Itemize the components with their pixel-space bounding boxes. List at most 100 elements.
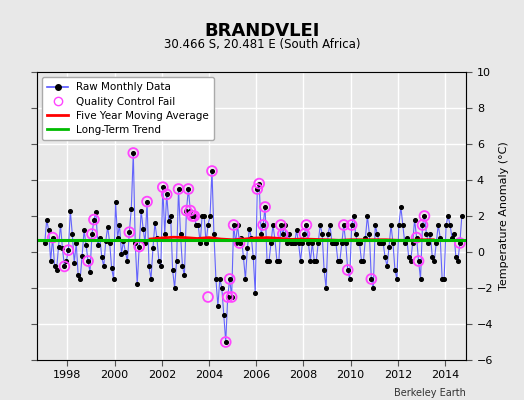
Point xyxy=(97,254,106,261)
Point xyxy=(160,231,169,237)
Point xyxy=(426,231,434,237)
Point xyxy=(410,216,419,223)
Point xyxy=(117,250,126,257)
Point xyxy=(296,258,304,264)
Point xyxy=(448,234,456,241)
Point xyxy=(332,240,340,246)
Point xyxy=(387,222,395,228)
Point xyxy=(172,258,181,264)
Point xyxy=(190,213,199,219)
Point xyxy=(255,180,264,187)
Point xyxy=(225,276,234,282)
Point xyxy=(129,150,137,156)
Point xyxy=(342,240,350,246)
Point xyxy=(143,198,151,205)
Point xyxy=(165,218,173,225)
Point xyxy=(100,263,108,270)
Point xyxy=(292,227,301,234)
Point xyxy=(263,258,271,264)
Y-axis label: Temperature Anomaly (°C): Temperature Anomaly (°C) xyxy=(499,142,509,290)
Point xyxy=(237,234,246,241)
Point xyxy=(64,247,72,254)
Point xyxy=(174,186,183,192)
Point xyxy=(212,276,220,282)
Point xyxy=(440,276,449,282)
Point xyxy=(235,240,244,246)
Point xyxy=(159,184,167,190)
Point xyxy=(68,231,77,237)
Point xyxy=(182,207,191,214)
Point xyxy=(241,276,249,282)
Legend: Raw Monthly Data, Quality Control Fail, Five Year Moving Average, Long-Term Tren: Raw Monthly Data, Quality Control Fail, … xyxy=(42,77,214,140)
Point xyxy=(186,207,194,214)
Point xyxy=(402,234,411,241)
Point xyxy=(222,339,230,345)
Point xyxy=(436,234,444,241)
Text: BRANDVLEI: BRANDVLEI xyxy=(204,22,320,40)
Point xyxy=(261,204,269,210)
Point xyxy=(52,267,61,273)
Point xyxy=(168,267,177,273)
Point xyxy=(340,222,348,228)
Point xyxy=(285,231,293,237)
Point xyxy=(383,263,391,270)
Point xyxy=(375,240,384,246)
Point xyxy=(438,276,446,282)
Point xyxy=(290,240,299,246)
Point xyxy=(119,238,128,244)
Point xyxy=(94,242,102,248)
Point xyxy=(377,240,385,246)
Point xyxy=(186,207,194,214)
Point xyxy=(239,254,248,261)
Point xyxy=(395,222,403,228)
Point xyxy=(227,294,236,300)
Point xyxy=(277,222,285,228)
Point xyxy=(74,272,82,278)
Point xyxy=(328,240,336,246)
Point xyxy=(300,231,309,237)
Point xyxy=(84,258,92,264)
Point xyxy=(316,222,324,228)
Point xyxy=(379,240,387,246)
Point xyxy=(143,198,151,205)
Point xyxy=(308,240,316,246)
Point xyxy=(139,225,147,232)
Point xyxy=(288,240,297,246)
Point xyxy=(391,267,399,273)
Point xyxy=(385,243,393,250)
Point xyxy=(56,222,64,228)
Point xyxy=(127,206,136,212)
Point xyxy=(123,258,132,264)
Text: Berkeley Earth: Berkeley Earth xyxy=(395,388,466,398)
Point xyxy=(107,265,116,271)
Text: 30.466 S, 20.481 E (South Africa): 30.466 S, 20.481 E (South Africa) xyxy=(163,38,361,51)
Point xyxy=(159,184,167,190)
Point xyxy=(58,245,67,252)
Point xyxy=(48,234,57,241)
Point xyxy=(259,222,267,228)
Point xyxy=(196,240,204,246)
Point xyxy=(255,180,264,187)
Point xyxy=(202,240,210,246)
Point xyxy=(267,240,275,246)
Point xyxy=(414,258,423,264)
Point xyxy=(110,276,118,282)
Point xyxy=(312,258,321,264)
Point xyxy=(54,243,63,250)
Point xyxy=(326,222,334,228)
Point xyxy=(72,240,80,246)
Point xyxy=(147,276,155,282)
Point xyxy=(320,267,329,273)
Point xyxy=(405,254,413,261)
Point xyxy=(230,222,238,228)
Point xyxy=(363,213,372,219)
Point xyxy=(47,258,55,264)
Point xyxy=(253,186,261,192)
Point xyxy=(224,294,232,300)
Point xyxy=(271,236,279,242)
Point xyxy=(45,227,53,234)
Point xyxy=(62,258,71,264)
Point xyxy=(269,222,277,228)
Point xyxy=(420,213,429,219)
Point xyxy=(162,191,171,198)
